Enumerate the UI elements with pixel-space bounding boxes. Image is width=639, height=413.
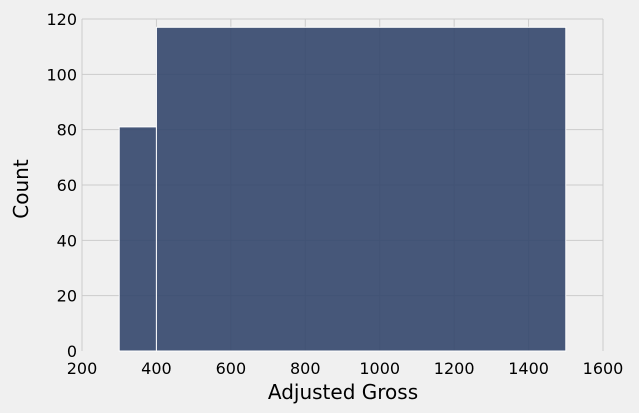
x-tick-label: 1000 bbox=[359, 359, 400, 378]
y-tick-labels: 0 20 40 60 80 100 120 bbox=[46, 10, 77, 361]
y-tick-label: 80 bbox=[57, 121, 77, 140]
y-tick-label: 120 bbox=[46, 10, 77, 29]
y-tick-label: 40 bbox=[57, 231, 77, 250]
x-tick-label: 800 bbox=[290, 359, 321, 378]
bars bbox=[118, 26, 567, 352]
histogram-bar bbox=[155, 26, 567, 352]
y-tick-label: 60 bbox=[57, 176, 77, 195]
x-tick-label: 200 bbox=[67, 359, 98, 378]
x-tick-label: 400 bbox=[141, 359, 172, 378]
y-tick-label: 0 bbox=[67, 342, 77, 361]
x-tick-labels: 200 400 600 800 1000 1200 1400 1600 bbox=[67, 359, 624, 378]
x-tick-label: 1200 bbox=[434, 359, 475, 378]
x-tick-label: 1600 bbox=[583, 359, 624, 378]
x-tick-label: 1400 bbox=[508, 359, 549, 378]
x-axis-label: Adjusted Gross bbox=[268, 380, 418, 404]
histogram-bar bbox=[118, 126, 157, 352]
y-tick-label: 20 bbox=[57, 287, 77, 306]
y-axis-label: Count bbox=[9, 159, 33, 219]
x-tick-label: 600 bbox=[216, 359, 247, 378]
y-tick-label: 100 bbox=[46, 65, 77, 84]
